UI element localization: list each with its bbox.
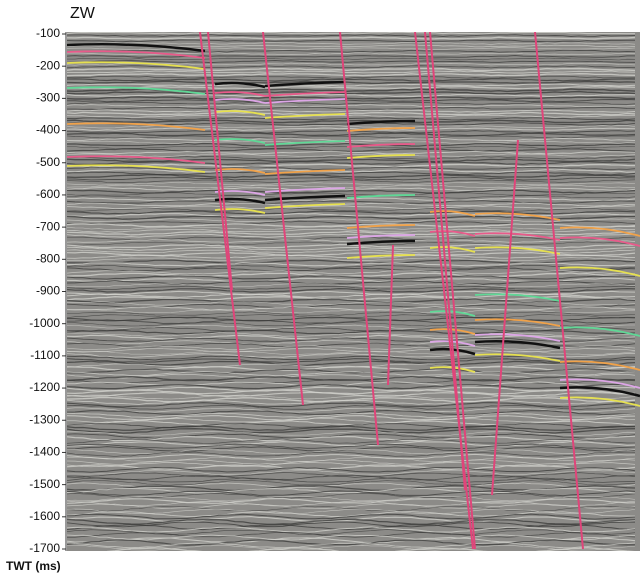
y-tick-label: -400 — [36, 123, 60, 137]
y-tick-label: -1300 — [29, 412, 60, 426]
y-tick-label: -600 — [36, 187, 60, 201]
y-tick-label: -100 — [36, 26, 60, 40]
y-tick-label: -200 — [36, 58, 60, 72]
y-tick-label: -500 — [36, 155, 60, 169]
y-tick-label: -1400 — [29, 445, 60, 459]
chart-title: ZW — [70, 5, 96, 22]
y-tick-label: -300 — [36, 91, 60, 105]
y-tick-label: -800 — [36, 251, 60, 265]
y-tick-label: -900 — [36, 284, 60, 298]
y-tick-label: -700 — [36, 219, 60, 233]
y-axis-label: TWT (ms) — [6, 559, 61, 573]
y-tick-label: -1700 — [29, 541, 60, 555]
y-tick-label: -1000 — [29, 316, 60, 330]
y-tick-label: -1600 — [29, 509, 60, 523]
y-tick-label: -1100 — [30, 348, 60, 362]
y-tick-label: -1200 — [29, 380, 60, 394]
chart: ZW TWT (ms) -100 -200 -300 -400 -500 -600 -700… — [0, 0, 640, 577]
y-tick-label: -1500 — [29, 477, 60, 491]
